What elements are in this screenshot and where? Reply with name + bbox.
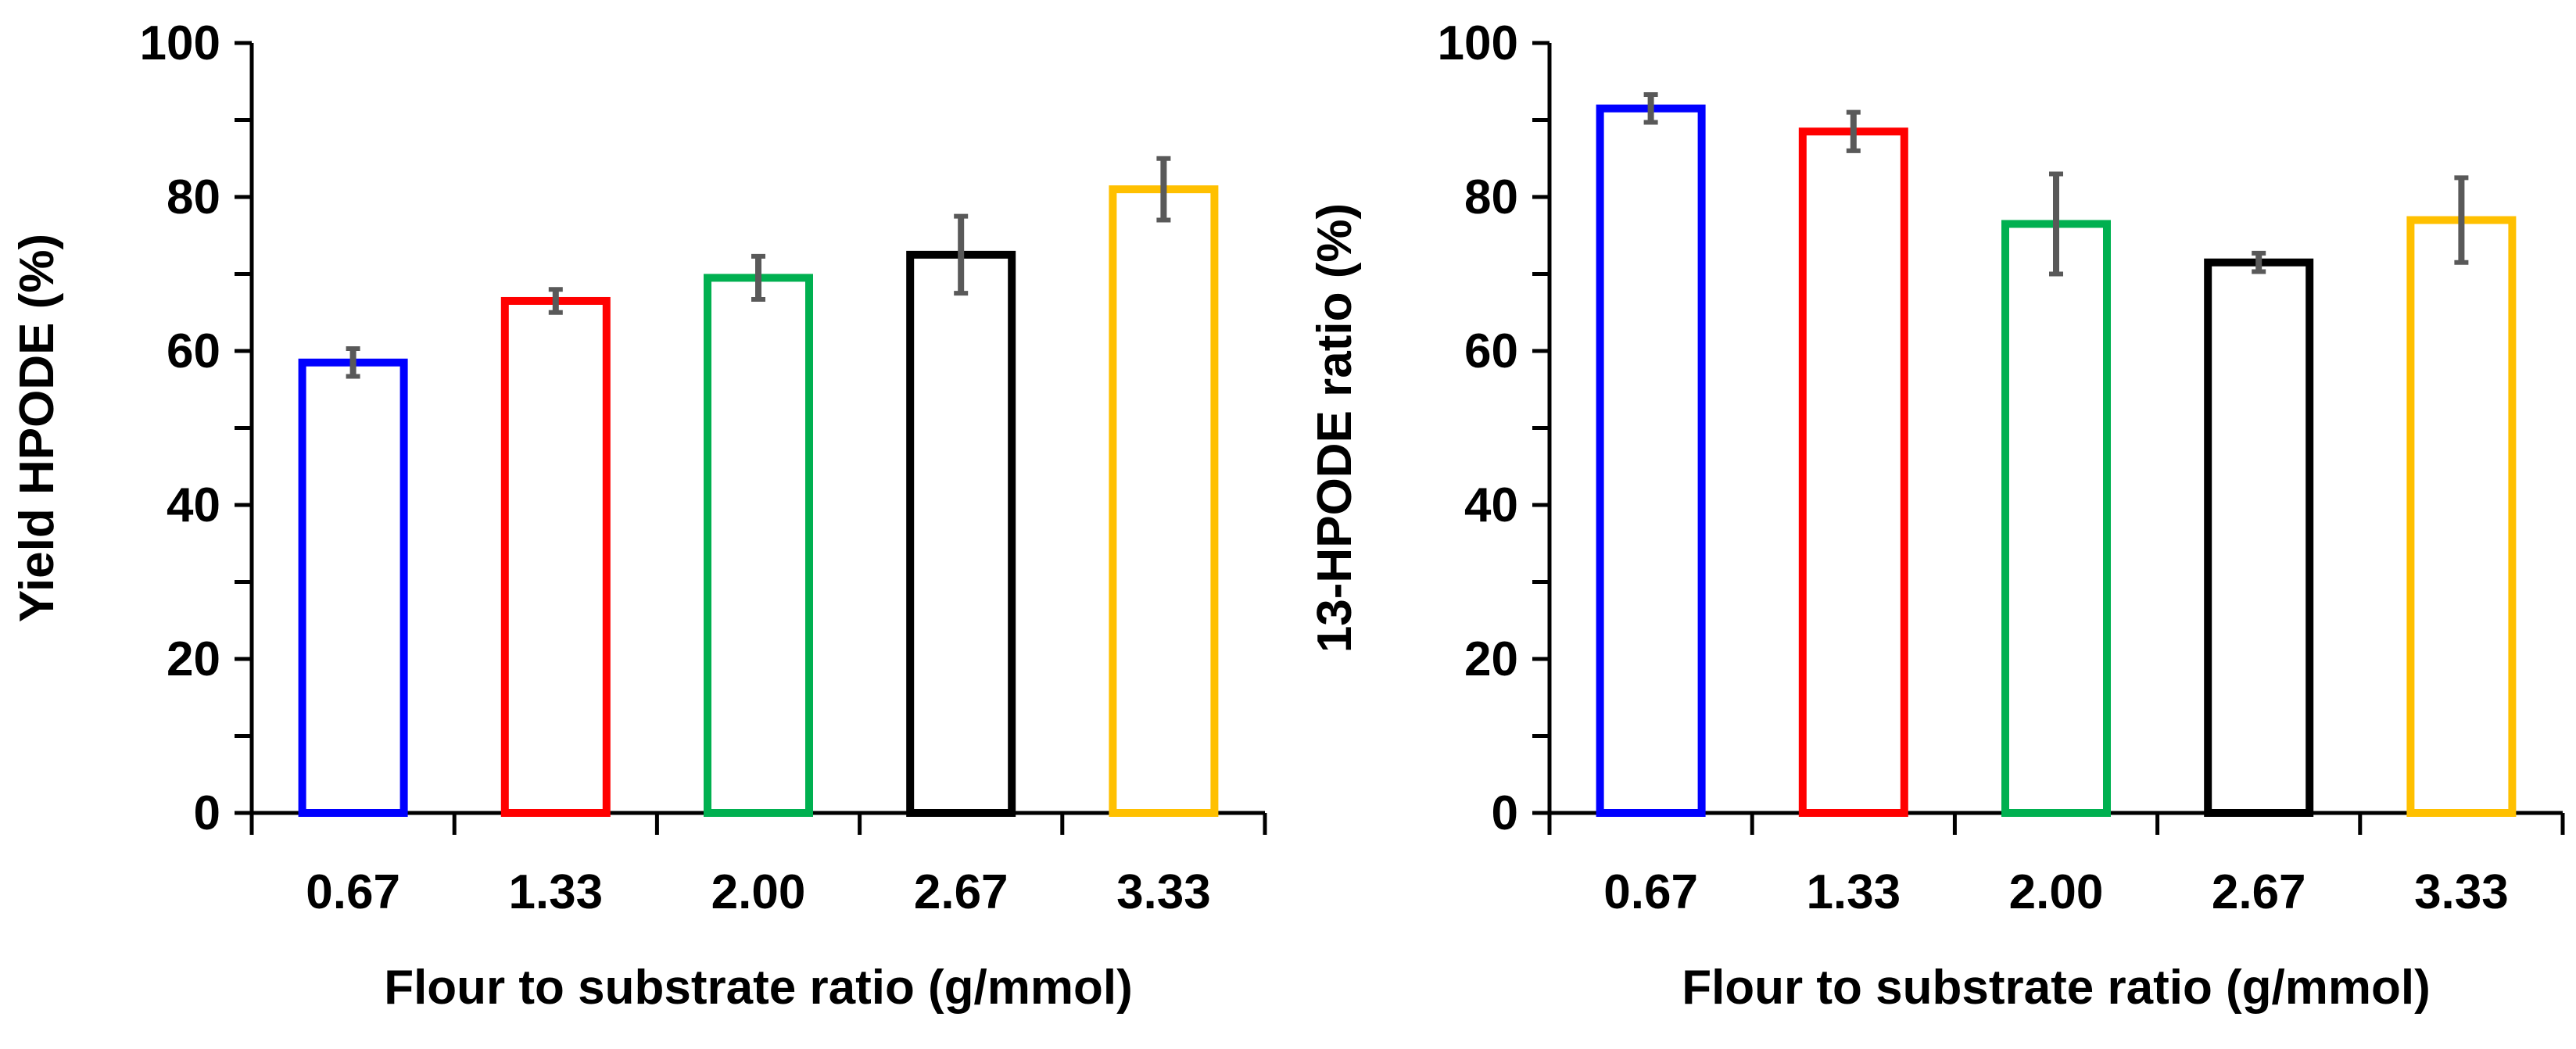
bar xyxy=(2204,258,2314,818)
y-tick-label: 40 xyxy=(1464,478,1518,532)
bar xyxy=(906,250,1016,817)
y-tick-label: 100 xyxy=(140,16,220,70)
x-tick-label: 1.33 xyxy=(1806,865,1901,919)
y-axis-title: Yield HPODE (%) xyxy=(10,234,64,622)
x-tick-label: 1.33 xyxy=(508,865,603,919)
bar xyxy=(2001,220,2111,818)
y-tick-label: 60 xyxy=(167,324,220,378)
y-tick-label: 100 xyxy=(1438,16,1518,70)
y-tick-label: 20 xyxy=(167,632,220,686)
x-tick-label: 0.67 xyxy=(1603,865,1698,919)
bar xyxy=(1798,127,1908,817)
hpode-ratio-chart: 0 20 40 60 80 100 0.67 1.33 2.00 2.67 3.33 Flour to… xyxy=(1308,16,2565,1015)
x-tick-label: 0.67 xyxy=(306,865,400,919)
y-axis-title: 13-HPODE ratio (%) xyxy=(1308,203,1362,653)
x-tick-label: 2.00 xyxy=(711,865,806,919)
bar xyxy=(1109,185,1219,817)
x-axis-title: Flour to substrate ratio (g/mmol) xyxy=(1682,961,2431,1015)
x-tick-label: 2.00 xyxy=(2009,865,2104,919)
x-tick-label: 2.67 xyxy=(914,865,1009,919)
x-axis-title: Flour to substrate ratio (g/mmol) xyxy=(384,961,1133,1015)
bar xyxy=(298,358,408,817)
y-tick-label: 20 xyxy=(1464,632,1518,686)
y-tick-label: 0 xyxy=(1492,786,1518,840)
x-tick-label: 3.33 xyxy=(1116,865,1211,919)
bar xyxy=(500,296,611,818)
bar xyxy=(2406,216,2517,817)
y-tick-label: 80 xyxy=(167,170,220,224)
yield-hpode-chart: 0 20 40 60 80 100 0.67 1.33 2.00 2.67 3.33 Flour to… xyxy=(10,16,1267,1015)
y-tick-label: 0 xyxy=(194,786,220,840)
y-tick-label: 40 xyxy=(167,478,220,532)
y-tick-label: 80 xyxy=(1464,170,1518,224)
x-tick-label: 2.67 xyxy=(2212,865,2306,919)
bar xyxy=(1596,104,1706,818)
x-tick-label: 3.33 xyxy=(2414,865,2509,919)
y-tick-label: 60 xyxy=(1464,324,1518,378)
bar xyxy=(704,274,813,817)
